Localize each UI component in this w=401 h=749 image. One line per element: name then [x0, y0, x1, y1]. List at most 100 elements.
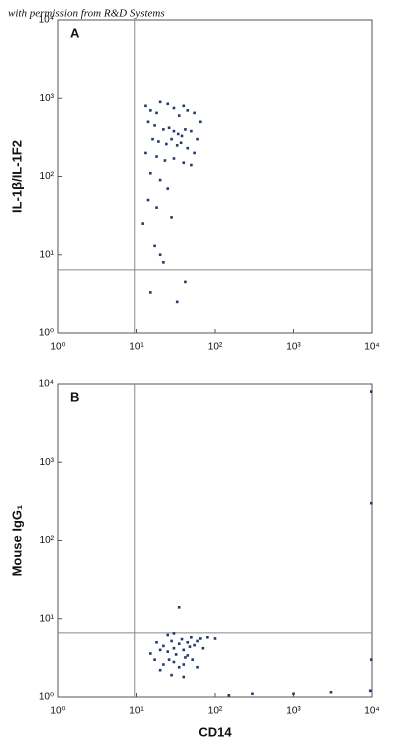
dot	[153, 244, 156, 248]
dot	[193, 151, 196, 155]
dot	[190, 635, 193, 639]
dot	[191, 658, 195, 661]
dot	[184, 656, 187, 659]
dot	[193, 643, 196, 647]
dot	[177, 642, 181, 645]
dot	[201, 646, 205, 650]
dot	[175, 300, 179, 304]
dot	[162, 261, 165, 264]
dot	[182, 648, 186, 652]
dot	[180, 134, 184, 138]
y-tick-label: 10²	[40, 535, 55, 546]
dot	[199, 637, 202, 640]
dot	[292, 692, 295, 696]
dot	[155, 111, 158, 115]
dot	[158, 100, 162, 104]
dot	[182, 663, 186, 666]
dot	[151, 137, 154, 141]
dot	[196, 137, 199, 141]
dot	[370, 501, 373, 505]
dot	[186, 109, 190, 112]
dot	[163, 159, 167, 162]
dot	[172, 157, 176, 160]
y-tick-label: 10²	[40, 171, 55, 182]
dot	[186, 641, 190, 644]
dot	[155, 206, 158, 209]
x-tick-label: 10⁴	[364, 342, 379, 353]
dot	[188, 645, 192, 648]
dot	[329, 690, 333, 694]
dot	[157, 140, 160, 143]
dot	[166, 633, 170, 637]
dot	[172, 646, 176, 650]
dot	[182, 161, 186, 165]
dot	[179, 141, 183, 145]
dot	[149, 652, 152, 655]
dot	[368, 689, 372, 693]
dot	[196, 665, 199, 669]
y-tick-label: 10³	[40, 93, 55, 104]
dot	[153, 658, 156, 661]
dot	[141, 222, 145, 225]
dot	[206, 635, 209, 639]
dot	[186, 146, 190, 150]
dot	[172, 129, 176, 133]
dot	[182, 104, 186, 108]
y-tick-label: 10⁰	[39, 328, 54, 339]
x-axis-label: CD14	[198, 724, 232, 739]
dot	[158, 648, 162, 652]
x-tick-label: 10¹	[129, 706, 144, 717]
dot	[170, 639, 173, 643]
dot	[177, 606, 181, 609]
dot	[370, 390, 373, 393]
dot	[170, 137, 173, 141]
dot	[149, 109, 152, 112]
watermark: with permission from R&D Systems	[8, 8, 165, 20]
y-tick-label: 10⁴	[39, 15, 54, 26]
dot	[166, 650, 170, 653]
dot	[166, 187, 170, 190]
dot	[166, 102, 170, 106]
dot	[370, 658, 373, 661]
x-tick-label: 10⁰	[50, 706, 65, 717]
y-tick-label: 10¹	[40, 249, 55, 260]
dot	[162, 644, 165, 648]
dot	[176, 132, 180, 136]
dot	[190, 163, 193, 167]
y-tick-label: 10⁴	[39, 379, 54, 390]
x-tick-label: 10³	[286, 342, 301, 353]
y-tick-label: 10⁰	[39, 692, 54, 703]
dot	[177, 114, 181, 117]
y-axis-label: Mouse IgG₁	[9, 505, 24, 577]
dot	[213, 637, 217, 640]
dot	[167, 658, 171, 661]
dot	[170, 216, 173, 219]
dot	[175, 144, 179, 147]
plot-frame	[57, 19, 373, 334]
x-tick-label: 10²	[208, 342, 223, 353]
dot	[177, 665, 181, 669]
dot	[155, 641, 158, 644]
x-tick-label: 10²	[208, 706, 223, 717]
x-tick-label: 10⁴	[364, 706, 379, 717]
x-tick-label: 10³	[286, 706, 301, 717]
y-axis-label: IL-1β/IL-1F2	[9, 140, 24, 213]
dot	[146, 198, 150, 202]
dot	[180, 637, 184, 641]
dot	[153, 124, 156, 127]
dot	[172, 632, 176, 635]
y-tick-label: 10¹	[40, 613, 55, 624]
dot	[172, 106, 176, 110]
x-tick-label: 10¹	[129, 342, 144, 353]
dot	[186, 654, 190, 657]
dot	[162, 663, 165, 666]
dot	[182, 675, 186, 679]
dot	[165, 142, 168, 146]
dot	[158, 668, 162, 672]
dot	[193, 111, 196, 115]
dot	[251, 692, 254, 696]
dot	[190, 129, 193, 133]
dot	[196, 639, 199, 643]
dot	[158, 253, 162, 257]
